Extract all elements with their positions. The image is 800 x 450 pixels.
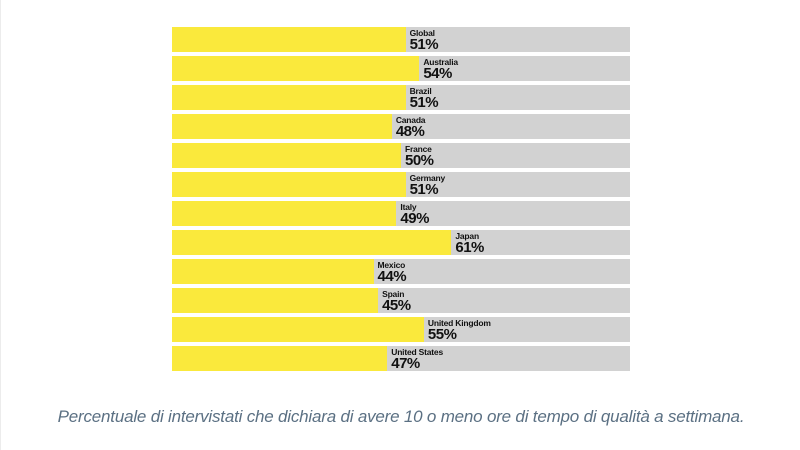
country-label: United Kingdom [427, 318, 491, 328]
bar-row-united-kingdom: United Kingdom 55% [172, 317, 630, 342]
bar-fill [172, 317, 424, 342]
bar-row-brazil: Brazil 51% [172, 85, 630, 110]
bar-label: Spain 45% [378, 288, 411, 314]
chart-caption: Percentuale di intervistati che dichiara… [57, 407, 745, 426]
bar-fill [172, 201, 397, 226]
country-label: Australia [423, 57, 458, 67]
value-label: 51% [409, 94, 439, 111]
bar-label: Global 51% [406, 27, 439, 53]
value-label: 51% [409, 181, 439, 198]
country-label: Brazil [409, 86, 432, 96]
bar-fill [172, 56, 420, 81]
bar-label: Germany 51% [406, 172, 446, 198]
bar-fill [172, 85, 406, 110]
value-label: 44% [377, 268, 407, 285]
bar-row-united-states: United States 47% [172, 346, 630, 371]
bar-row-global: Global 51% [172, 27, 630, 52]
bar-fill [172, 288, 379, 313]
bar-label: Italy 49% [396, 201, 429, 227]
bar-row-germany: Germany 51% [172, 172, 630, 197]
value-label: 47% [391, 355, 420, 372]
bar-row-italy: Italy 49% [172, 201, 630, 226]
bar-row-france: France 50% [172, 143, 630, 168]
country-label: Mexico [377, 260, 406, 270]
bar-fill [172, 27, 406, 52]
country-label: Canada [395, 115, 426, 125]
value-label: 54% [423, 65, 452, 82]
value-label: 55% [427, 326, 457, 343]
bar-label: France 50% [401, 143, 434, 169]
value-label: 49% [400, 210, 429, 227]
bar-label: Brazil 51% [406, 85, 439, 111]
bar-label: Australia 54% [419, 56, 458, 82]
bar-row-japan: Japan 61% [172, 230, 630, 255]
quality-time-bar-chart: Global 51% Australia 54% Brazil 51% Canada 48% F… [172, 27, 630, 375]
bar-label: Canada 48% [392, 114, 426, 140]
country-label: Japan [455, 231, 479, 241]
bar-label: Japan 61% [451, 230, 484, 256]
value-label: 45% [382, 297, 411, 314]
bar-fill [172, 259, 374, 284]
country-label: France [405, 144, 432, 154]
bar-fill [172, 346, 388, 371]
country-label: Global [409, 28, 435, 38]
country-label: Italy [400, 202, 417, 212]
value-label: 50% [405, 152, 434, 169]
bar-label: United Kingdom 55% [424, 317, 491, 343]
value-label: 48% [395, 123, 425, 140]
bar-fill [172, 143, 401, 168]
bar-row-canada: Canada 48% [172, 114, 630, 139]
country-label: Spain [382, 289, 405, 299]
country-label: Germany [409, 173, 446, 183]
bar-row-australia: Australia 54% [172, 56, 630, 81]
country-label: United States [391, 347, 443, 357]
bar-row-spain: Spain 45% [172, 288, 630, 313]
bar-label: Mexico 44% [374, 259, 407, 285]
bar-fill [172, 230, 452, 255]
bar-fill [172, 114, 392, 139]
bar-row-mexico: Mexico 44% [172, 259, 630, 284]
bar-label: United States 47% [387, 346, 443, 372]
value-label: 61% [455, 239, 484, 256]
bar-fill [172, 172, 406, 197]
value-label: 51% [409, 36, 439, 53]
